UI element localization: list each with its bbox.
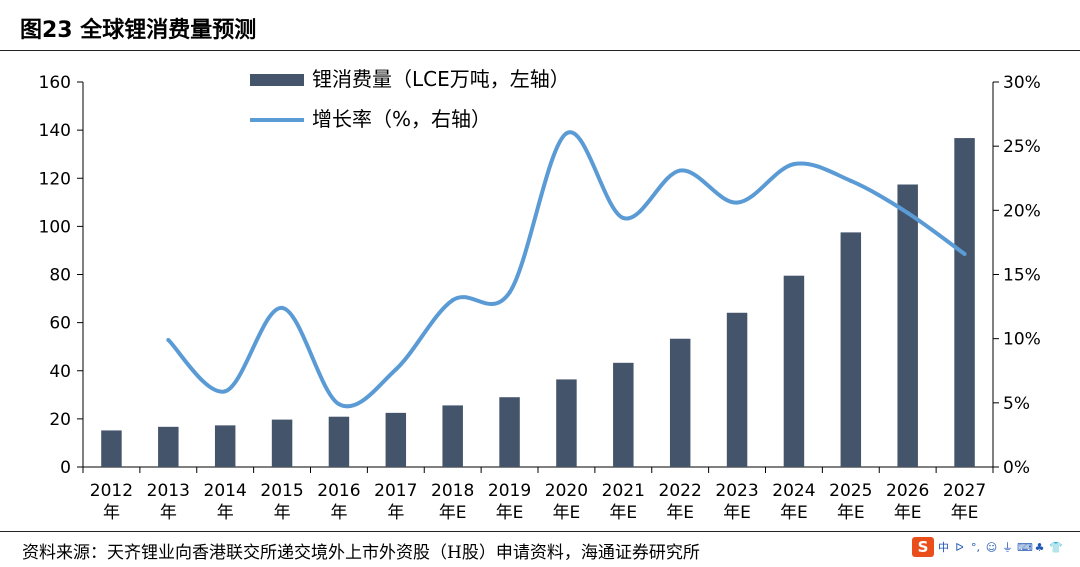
bar (214, 425, 236, 467)
bar (271, 419, 293, 467)
bar (442, 405, 463, 467)
growth-rate-point (507, 290, 512, 295)
growth-rate-point (621, 216, 626, 221)
bar (840, 232, 862, 467)
left-axis-tick-label: 100 (39, 217, 71, 237)
source-note: 资料来源：天齐锂业向香港联交所递交境外上市外资股（H股）申请资料，海通证券研究所 (22, 543, 700, 563)
footer-divider (0, 531, 1080, 532)
x-axis-tick-label: 2025 年E (829, 481, 872, 523)
bar (897, 184, 918, 467)
legend-label-line: 增长率（%，右轴） (312, 107, 491, 131)
x-axis-tick-label: 2020 年E (545, 481, 588, 523)
right-axis-tick-label: 0% (1003, 458, 1030, 478)
page-title: 图23 全球锂消费量预测 (20, 18, 257, 43)
left-axis-tick-label: 160 (39, 73, 71, 93)
right-axis-tick-label: 20% (1003, 201, 1041, 221)
sogou-logo-icon[interactable]: S (912, 537, 934, 557)
chart-legend: 锂消费量（LCE万吨，左轴） 增长率（%，右轴） (250, 67, 570, 131)
left-axis-tick-label: 40 (49, 362, 71, 382)
x-axis-tick-label: 2015 年 (260, 481, 303, 523)
right-axis-tick-label: 10% (1003, 330, 1041, 350)
growth-rate-point (280, 305, 285, 310)
header: 图23 全球锂消费量预测 (0, 0, 1080, 52)
skin-icon[interactable]: ♣ (1034, 540, 1045, 554)
x-axis-tick-label: 2021 年E (602, 481, 645, 523)
bar (669, 338, 691, 467)
bar (726, 312, 748, 467)
toolbar-item[interactable]: 中 (938, 541, 949, 554)
left-axis-tick-label: 140 (39, 121, 71, 141)
right-axis-tick-label: 30% (1003, 73, 1041, 93)
x-axis-tick-label: 2017 年 (374, 481, 417, 523)
legend-swatch-bar (250, 74, 304, 86)
growth-rate-point (848, 178, 853, 183)
bar (954, 138, 975, 468)
x-axis-tick-label: 2016 年 (317, 481, 360, 523)
x-axis-tick-label: 2012 年 (90, 481, 133, 523)
bar (556, 379, 577, 467)
chart-axes: 0 20 40 60 80 100 120 140 160 0% 5% 10% 15% 20% 25% 30%… (39, 73, 1041, 523)
line-series (166, 130, 967, 409)
left-axis-tick-label: 20 (49, 410, 71, 430)
growth-rate-point (678, 168, 683, 173)
growth-rate-point (450, 298, 455, 303)
left-axis-tick-label: 120 (39, 169, 71, 189)
microphone-icon[interactable]: ⏚ (1002, 541, 1013, 554)
right-axis-tick-label: 5% (1003, 394, 1030, 414)
input-method-toolbar[interactable]: S 中 ᐅ °, ☺ ⏚ ⌨ ♣ 👕 (912, 536, 1063, 558)
growth-rate-point (393, 367, 398, 372)
growth-rate-point (166, 337, 171, 342)
bar (328, 416, 350, 467)
growth-rate-line (166, 130, 966, 409)
right-axis-tick-label: 15% (1003, 266, 1041, 286)
growth-rate-point (735, 200, 740, 205)
growth-rate-point (905, 210, 910, 215)
punctuation-icon[interactable]: °, (971, 540, 980, 554)
left-axis-tick-label: 0 (60, 458, 71, 478)
x-axis-tick-label: 2018 年E (431, 481, 474, 523)
bar-series (101, 138, 975, 468)
lithium-consumption-chart: 0 20 40 60 80 100 120 140 160 0% 5% 10% 15% 20% 25% 30%… (39, 67, 1041, 523)
keyboard-icon[interactable]: ⌨ (1017, 540, 1033, 554)
bar (101, 430, 122, 467)
bar (499, 397, 520, 467)
x-axis-tick-label: 2023 年E (715, 481, 758, 523)
growth-rate-point (336, 402, 341, 407)
left-axis-tick-label: 60 (49, 314, 71, 334)
moon-icon[interactable]: ᐅ (955, 540, 964, 554)
x-axis-tick-label: 2024 年E (772, 481, 815, 523)
bar (158, 426, 179, 467)
right-axis-tick-label: 25% (1003, 137, 1041, 157)
bar (385, 412, 407, 467)
growth-rate-point (791, 162, 796, 167)
x-axis-tick-label: 2019 年E (488, 481, 531, 523)
emoji-icon[interactable]: ☺ (985, 540, 998, 554)
left-axis-tick-label: 80 (49, 266, 71, 286)
x-axis-tick-label: 2013 年 (147, 481, 190, 523)
x-axis-tick-label: 2027 年E (943, 481, 986, 523)
x-axis-tick-label: 2022 年E (659, 481, 702, 523)
legend-label-bar: 锂消费量（LCE万吨，左轴） (312, 67, 570, 91)
growth-rate-point (564, 131, 569, 136)
header-divider (0, 50, 1080, 51)
bar (783, 275, 805, 467)
bar (613, 362, 634, 467)
x-axis-tick-label: 2014 年 (204, 481, 247, 523)
growth-rate-point (962, 251, 967, 256)
growth-rate-point (223, 389, 228, 394)
shirt-icon[interactable]: 👕 (1049, 540, 1063, 554)
x-axis-tick-label: 2026 年E (886, 481, 929, 523)
